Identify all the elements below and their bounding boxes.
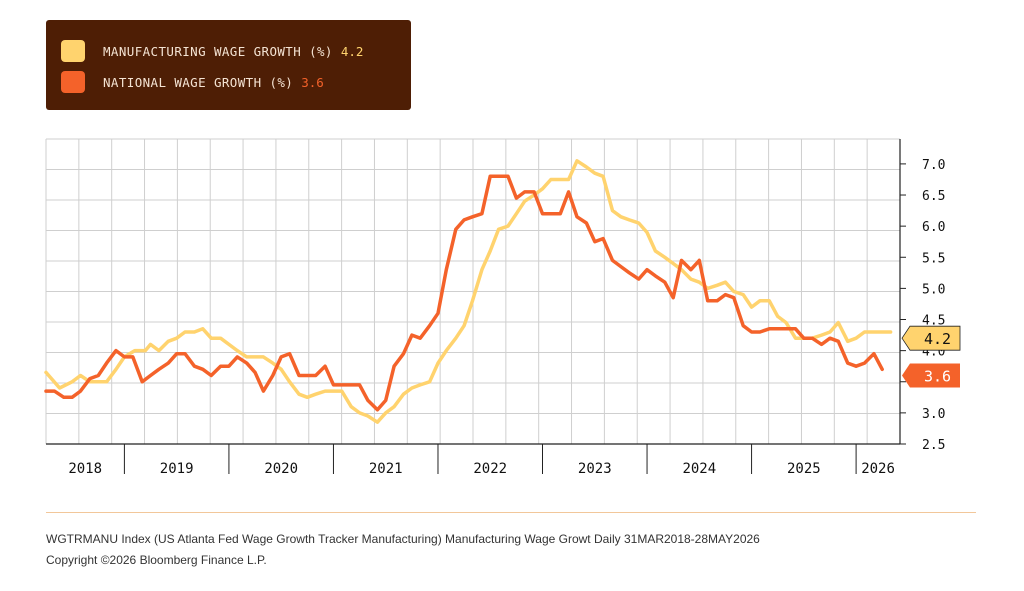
- x-tick-label: 2020: [264, 461, 298, 477]
- x-tick-label: 2018: [68, 461, 102, 477]
- legend: MANUFACTURING WAGE GROWTH (%) 4.2 NATION…: [46, 20, 411, 110]
- y-tick-label: 7.0: [922, 158, 945, 173]
- line-chart: 7.06.56.05.55.04.54.03.53.02.52018201920…: [44, 138, 961, 477]
- footer-copyright: Copyright ©2026 Bloomberg Finance L.P.: [46, 553, 267, 567]
- x-tick-label: 2026: [861, 461, 895, 477]
- legend-item-manufacturing: MANUFACTURING WAGE GROWTH (%) 4.2: [61, 40, 363, 62]
- legend-label-national: NATIONAL WAGE GROWTH (%): [103, 74, 294, 90]
- last-value-tag-manufacturing: [901, 325, 961, 351]
- y-tick-label: 3.0: [922, 407, 945, 422]
- y-tick-label: 5.5: [922, 251, 945, 266]
- x-tick-label: 2021: [369, 461, 403, 477]
- y-tick-label: 6.0: [922, 220, 945, 235]
- y-tick-label: 2.5: [922, 438, 945, 453]
- footer-divider: [46, 512, 976, 513]
- legend-item-national: NATIONAL WAGE GROWTH (%) 3.6: [61, 71, 324, 93]
- footer-source: WGTRMANU Index (US Atlanta Fed Wage Grow…: [46, 532, 760, 546]
- legend-swatch-national: [61, 71, 85, 93]
- x-tick-label: 2022: [473, 461, 507, 477]
- series-line-manufacturing: [44, 159, 893, 424]
- y-tick-label: 6.5: [922, 189, 945, 204]
- last-value-tag-national: [902, 363, 960, 388]
- legend-value-national: 3.6: [301, 74, 324, 90]
- legend-value-manufacturing: 4.2: [340, 43, 364, 59]
- x-tick-label: 2023: [578, 461, 612, 477]
- last-value-label-national: 3.6: [924, 368, 951, 386]
- x-tick-label: 2025: [787, 461, 821, 477]
- x-tick-label: 2024: [682, 461, 716, 477]
- last-value-label-manufacturing: 4.2: [924, 330, 951, 348]
- y-tick-label: 5.0: [922, 282, 945, 297]
- legend-label-manufacturing: MANUFACTURING WAGE GROWTH (%): [103, 43, 333, 59]
- series-line-national: [44, 174, 884, 412]
- legend-swatch-manufacturing: [61, 40, 85, 62]
- y-tick-label: 4.5: [922, 314, 945, 329]
- x-tick-label: 2019: [160, 461, 194, 477]
